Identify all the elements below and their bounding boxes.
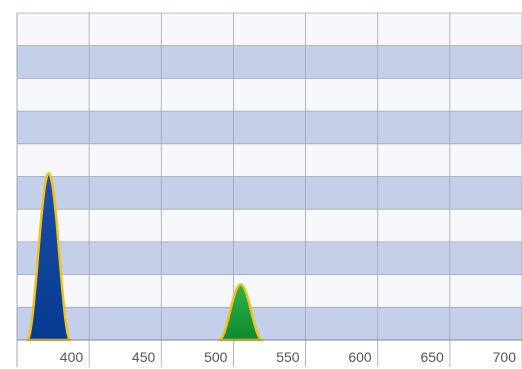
plot-background-bands xyxy=(17,12,522,340)
x-tick-label: 600 xyxy=(348,349,372,365)
grid-band xyxy=(17,143,522,177)
spectral-peaks xyxy=(25,171,264,342)
x-tick-label: 450 xyxy=(132,349,156,365)
x-tick-label: 650 xyxy=(420,349,444,365)
grid-band xyxy=(17,307,522,340)
spectral-peak-1 xyxy=(25,171,72,342)
grid-band xyxy=(17,45,522,79)
grid-band xyxy=(17,274,522,308)
grid-band xyxy=(17,241,522,275)
x-tick-label: 500 xyxy=(204,349,228,365)
grid-band xyxy=(17,111,522,144)
grid-band xyxy=(17,209,522,242)
x-tick-label: 700 xyxy=(493,349,517,365)
spectral-peak-2 xyxy=(217,283,264,342)
grid-band xyxy=(17,13,522,46)
x-axis-tick-labels: 400 450 500 550 600 650 700 xyxy=(60,349,516,365)
grid-band xyxy=(17,176,522,210)
grid-band xyxy=(17,78,522,112)
x-tick-label: 550 xyxy=(276,349,300,365)
x-tick-label: 400 xyxy=(60,349,84,365)
